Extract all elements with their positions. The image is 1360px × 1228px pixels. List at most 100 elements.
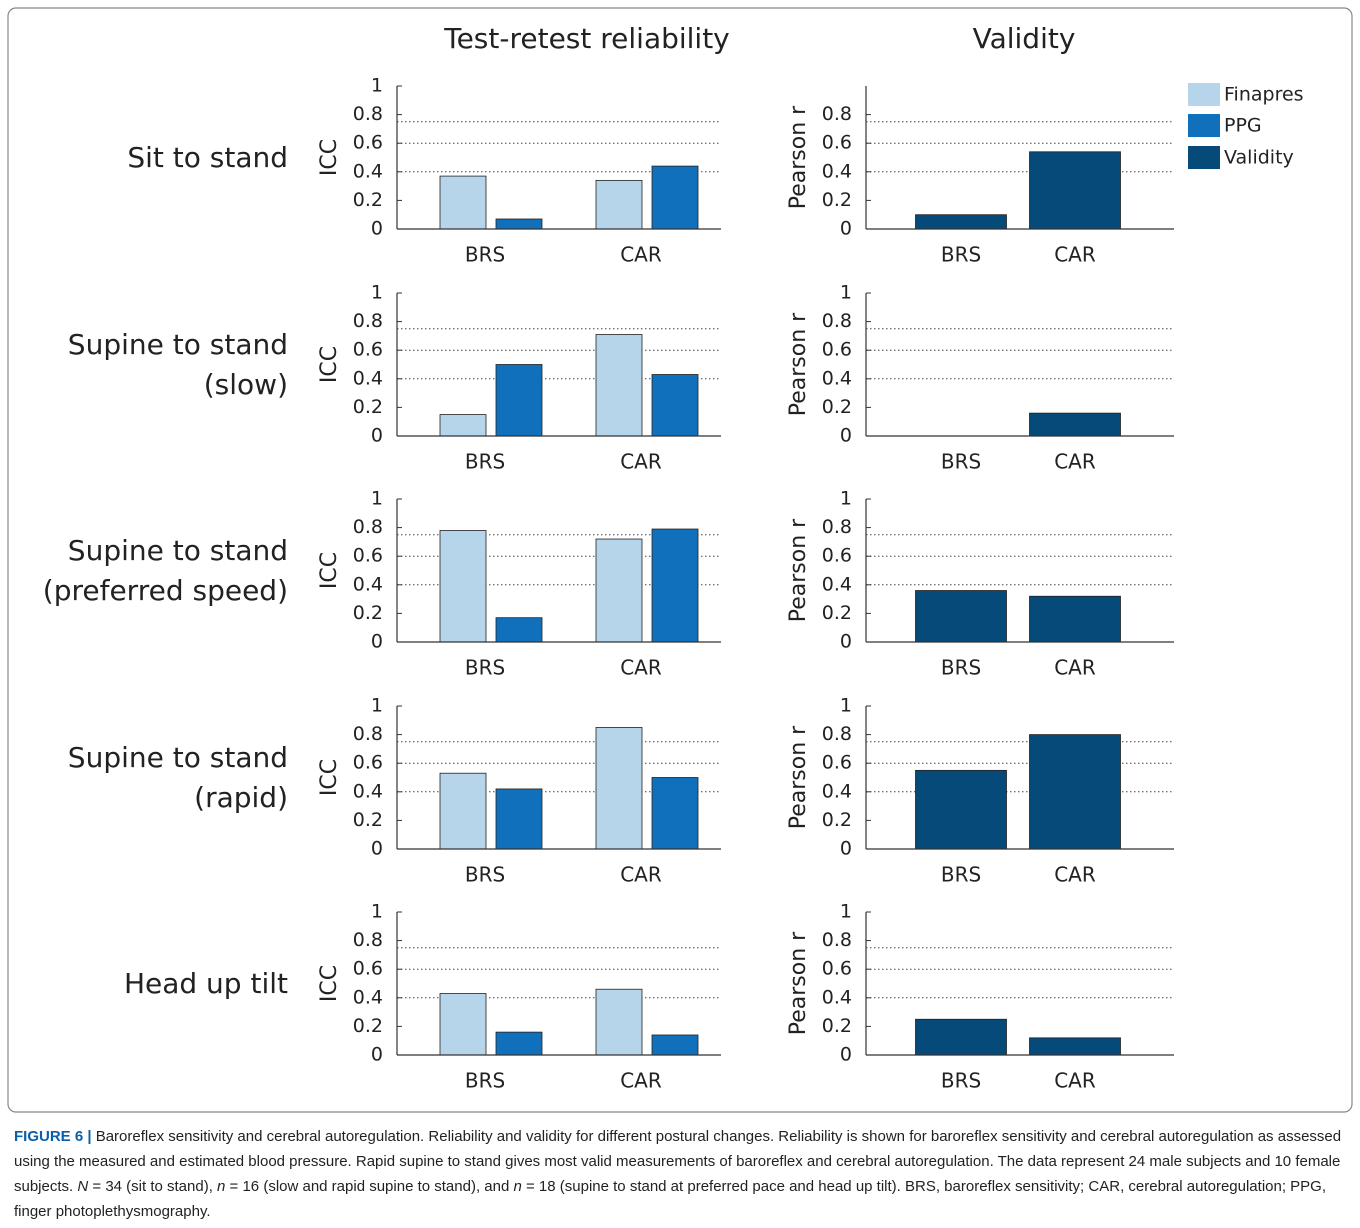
column-title: Test-retest reliability [443, 22, 730, 55]
y-tick-label: 1 [371, 75, 383, 97]
bar [595, 538, 643, 643]
y-tick-label: 0.2 [353, 602, 383, 624]
caption-text: n [513, 1178, 522, 1195]
y-tick-label: 0.6 [353, 958, 383, 980]
y-tick-label: 0.6 [353, 339, 383, 361]
bar [595, 988, 643, 1056]
y-tick-label: 0 [840, 838, 852, 860]
bar [915, 214, 1007, 230]
y-tick-label: 0 [840, 1044, 852, 1066]
legend-swatch [1188, 146, 1220, 169]
caption-text: = 16 (slow and rapid supine to stand), a… [225, 1178, 514, 1195]
row-label: Supine to stand [68, 534, 288, 567]
x-tick-label: BRS [465, 1069, 505, 1093]
y-tick-label: 1 [371, 695, 383, 717]
y-tick-label: 1 [840, 695, 852, 717]
bar [651, 1034, 699, 1056]
y-tick-label: 1 [840, 488, 852, 510]
y-tick-label: 1 [371, 488, 383, 510]
caption-label: FIGURE 6 | [14, 1128, 92, 1145]
y-tick-label: 1 [840, 282, 852, 304]
bar [915, 590, 1007, 643]
y-tick-label: 0.6 [822, 339, 852, 361]
x-tick-label: CAR [1054, 1069, 1096, 1093]
y-tick-label: 0.4 [822, 367, 852, 389]
y-axis-label: ICC [317, 965, 342, 1002]
row-label: Head up tilt [124, 967, 288, 1000]
y-tick-label: 0.4 [822, 573, 852, 595]
x-tick-label: CAR [620, 656, 662, 680]
legend-label: Validity [1224, 147, 1294, 169]
y-tick-label: 0.2 [353, 396, 383, 418]
y-tick-label: 0 [371, 425, 383, 447]
bar [595, 179, 643, 230]
y-tick-label: 0.8 [822, 929, 852, 951]
y-tick-label: 0.8 [822, 310, 852, 332]
bar [651, 777, 699, 850]
bar [595, 727, 643, 850]
column-title: Validity [973, 22, 1076, 55]
y-tick-label: 0.4 [822, 986, 852, 1008]
bar [439, 530, 487, 643]
bar [439, 993, 487, 1056]
y-axis-label: ICC [317, 346, 342, 383]
y-tick-label: 0 [371, 838, 383, 860]
figure: Test-retest reliability Validity Sit to … [7, 7, 1353, 1113]
y-tick-label: 0.6 [822, 132, 852, 154]
x-tick-label: CAR [620, 450, 662, 474]
x-tick-label: BRS [941, 1069, 981, 1093]
y-axis-label: Pearson r [786, 518, 811, 622]
y-axis-label: ICC [317, 552, 342, 589]
y-tick-label: 0.6 [822, 752, 852, 774]
bar [495, 1031, 543, 1056]
row-label: (rapid) [194, 781, 288, 814]
legend-swatch [1188, 114, 1220, 137]
bar [439, 772, 487, 850]
x-tick-label: BRS [465, 243, 505, 267]
bar [1029, 151, 1121, 230]
x-tick-label: CAR [1054, 656, 1096, 680]
y-tick-label: 0.8 [353, 103, 383, 125]
y-tick-label: 0.8 [353, 310, 383, 332]
y-tick-label: 0 [371, 218, 383, 240]
row-label: Sit to stand [127, 141, 288, 174]
y-axis-label: ICC [317, 759, 342, 796]
bar [915, 769, 1007, 850]
y-tick-label: 0 [371, 631, 383, 653]
y-axis-label: Pearson r [786, 105, 811, 209]
legend-label: PPG [1224, 115, 1262, 137]
row-label: Supine to stand [68, 741, 288, 774]
bar [495, 364, 543, 437]
x-tick-label: BRS [941, 863, 981, 887]
row-label: (slow) [204, 368, 288, 401]
x-tick-label: BRS [941, 450, 981, 474]
bar [651, 165, 699, 230]
x-tick-label: BRS [465, 656, 505, 680]
caption-text: = 34 (sit to stand), [88, 1178, 218, 1195]
bar [595, 334, 643, 437]
y-tick-label: 0.2 [353, 189, 383, 211]
bar [1029, 1037, 1121, 1056]
caption-text: = 18 (supine to stand at preferred pace … [14, 1178, 1327, 1220]
y-tick-label: 0.4 [822, 160, 852, 182]
caption-text: N [77, 1178, 89, 1195]
y-tick-label: 0.6 [822, 958, 852, 980]
y-tick-label: 0.4 [822, 780, 852, 802]
y-tick-label: 1 [840, 901, 852, 923]
row-label: Supine to stand [68, 328, 288, 361]
x-tick-label: CAR [1054, 863, 1096, 887]
x-tick-label: CAR [1054, 450, 1096, 474]
x-tick-label: CAR [1054, 243, 1096, 267]
x-tick-label: CAR [620, 243, 662, 267]
y-tick-label: 0.4 [353, 573, 383, 595]
y-tick-label: 0.8 [822, 723, 852, 745]
y-tick-label: 0 [371, 1044, 383, 1066]
caption: FIGURE 6 | Baroreflex sensitivity and ce… [14, 1124, 1344, 1224]
y-axis-label: ICC [317, 139, 342, 176]
y-tick-label: 0.4 [353, 160, 383, 182]
x-tick-label: BRS [941, 656, 981, 680]
row-label: (preferred speed) [43, 574, 288, 607]
y-tick-label: 0.8 [822, 516, 852, 538]
y-tick-label: 0.8 [822, 103, 852, 125]
